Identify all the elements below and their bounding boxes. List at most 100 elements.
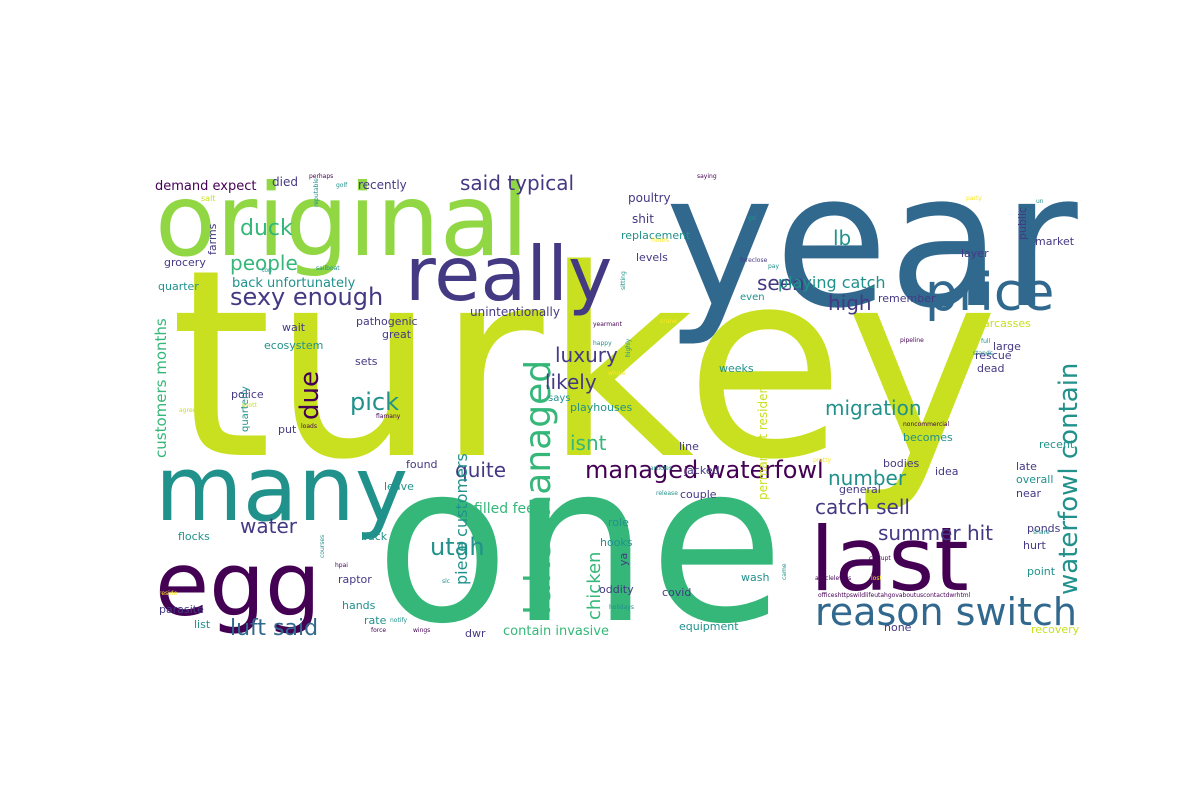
word-wings: wings <box>413 627 430 634</box>
word-hurt: hurt <box>1023 539 1046 552</box>
word-unintentionally: unintentionally <box>470 305 560 319</box>
word-quarter: quarter <box>158 280 199 293</box>
word-perhaps: perhaps <box>309 173 333 180</box>
word-grocery: grocery <box>164 256 206 269</box>
word-hooks: hooks <box>600 536 633 549</box>
word-none: none <box>884 621 912 634</box>
word-duck: duck <box>240 216 293 241</box>
word-came: came <box>781 563 788 580</box>
word-pipeline: pipeline <box>900 337 924 344</box>
word-replacement: replacement <box>621 229 691 242</box>
word-salt: salt <box>201 194 215 203</box>
word-dead: dead <box>977 362 1004 375</box>
word-people: people <box>230 251 298 275</box>
word-lost: lost <box>871 575 882 582</box>
word-holidays: holidays <box>609 604 634 611</box>
word-oddity: oddity <box>599 583 634 596</box>
word-demand-expect: demand expect <box>155 179 256 194</box>
word-waterfowl-contain: waterfowl contain <box>1054 363 1084 595</box>
word-courses: courses <box>319 535 326 558</box>
word-gsl: gsl <box>748 215 757 222</box>
word-party: party <box>966 195 982 202</box>
word-utah: utah <box>430 533 485 561</box>
word-last: last <box>810 508 969 611</box>
word-number: number <box>828 466 907 490</box>
word-noncommercial: noncommercial <box>903 421 950 428</box>
word-release: release <box>656 490 678 497</box>
word-rescue: rescue <box>975 349 1012 362</box>
word-died: died <box>272 175 298 189</box>
word-corrupt: corrupt <box>869 555 891 562</box>
word-likely: likely <box>545 370 597 394</box>
word-full: full <box>981 338 991 345</box>
word-rate: rate <box>364 614 387 627</box>
word-hours: hours <box>652 237 669 244</box>
word-playhouses: playhouses <box>570 401 632 414</box>
word-point: point <box>1027 565 1056 578</box>
word-articlelevels: articlelevels <box>815 575 851 582</box>
word-bodies: bodies <box>883 457 920 470</box>
word-hpai: hpai <box>335 562 348 569</box>
word-saying: saying <box>697 173 717 180</box>
word-put: put <box>278 423 297 436</box>
word-jacked: jacked <box>683 464 720 477</box>
word-back-unfortunately: back unfortunately <box>232 276 356 291</box>
word-catch-sell: catch sell <box>815 495 910 519</box>
word-sitting: sitting <box>620 271 627 290</box>
word-said-typical: said typical <box>460 171 574 195</box>
word-sexy-enough: sexy enough <box>230 283 383 311</box>
word-isnt: isnt <box>570 431 607 455</box>
word-pretty: pretty <box>813 457 832 464</box>
word-levels: levels <box>636 251 668 264</box>
word-lb: lb <box>833 226 851 250</box>
word-managed-waterfowl: managed waterfowl <box>585 456 824 484</box>
word-couple: couple <box>680 488 717 501</box>
word-year: year <box>665 133 1079 349</box>
word-loads: loads <box>301 423 317 430</box>
word-many: many <box>155 437 408 542</box>
word-ponds: ponds <box>1027 522 1061 535</box>
word-line: line <box>679 440 699 453</box>
word-playing-catch: playing catch <box>778 273 886 292</box>
word-pathogenic: pathogenic <box>356 315 418 328</box>
word-articles: articles <box>650 465 672 472</box>
word-customers-months: customers months <box>152 318 170 458</box>
word-recently: recently <box>358 178 407 192</box>
word-leave: leave <box>384 480 414 493</box>
word-sets: sets <box>355 355 378 368</box>
word-general: general <box>839 483 881 496</box>
word-shit: shit <box>632 212 654 226</box>
word-farms: farms <box>206 223 219 255</box>
word-turkey: turkey <box>170 215 999 517</box>
word-yearmant: yearmant <box>593 321 623 328</box>
word-parasite: parasite <box>159 603 204 616</box>
word-hands: hands <box>342 599 376 612</box>
word-high: high <box>828 291 872 315</box>
word-role: role <box>608 516 629 529</box>
word-covid: covid <box>662 586 691 599</box>
word-flocks: flocks <box>178 530 210 543</box>
word-sailboat: sailboat <box>316 265 340 272</box>
word-poultry: poultry <box>628 191 671 205</box>
word-becomes: becomes <box>903 431 953 444</box>
word-found: found <box>406 458 438 471</box>
word-original: original <box>155 162 529 279</box>
word-says: says <box>548 393 570 404</box>
word-highly: highly <box>625 338 632 357</box>
word-contain-invasive: contain invasive <box>503 624 609 639</box>
word-ya: ya <box>617 553 630 566</box>
word-stands: stands <box>973 350 993 357</box>
word-quarterly: quarterly <box>240 386 251 432</box>
word-wait: wait <box>282 321 306 334</box>
word-remember: remember <box>878 292 936 305</box>
word-market: market <box>1035 235 1075 248</box>
word-pay: pay <box>768 263 779 270</box>
word-slc: slc <box>442 578 450 585</box>
word-even: even <box>740 292 765 303</box>
word-layer: layer <box>961 247 989 260</box>
word-equipment: equipment <box>679 620 739 633</box>
word-golf: golf <box>336 182 348 189</box>
word-share: share <box>1033 529 1050 536</box>
word-overall: overall <box>1016 473 1053 486</box>
